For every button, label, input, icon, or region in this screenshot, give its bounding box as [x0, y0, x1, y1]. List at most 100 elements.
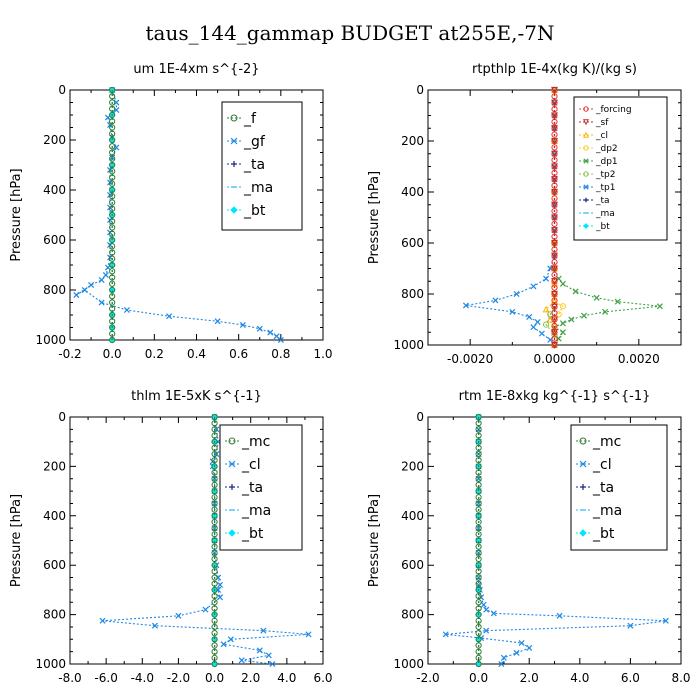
legend-marker [228, 437, 236, 445]
data-point [475, 648, 482, 655]
data-point [555, 311, 562, 318]
data-point [526, 313, 533, 320]
data-point [551, 239, 558, 247]
data-point [109, 336, 116, 344]
x-tick-label: -8.0 [58, 671, 81, 685]
data-point [109, 224, 116, 231]
data-point [123, 306, 130, 314]
data-point [211, 630, 218, 637]
data-point [211, 592, 218, 600]
data-point [211, 636, 218, 643]
data-point [109, 193, 116, 200]
x-tick-label: -2.0 [167, 671, 190, 685]
data-point [551, 86, 558, 94]
legend-label: _ta [241, 480, 263, 496]
data-point [551, 125, 558, 132]
data-point [109, 236, 116, 244]
data-point [109, 205, 116, 212]
data-point [211, 481, 218, 489]
data-point [109, 124, 116, 131]
data-point [475, 605, 482, 612]
data-point [475, 586, 482, 594]
data-point [538, 330, 545, 337]
data-point [109, 249, 116, 256]
legend-label: _ma [592, 503, 622, 519]
legend-label: _ta [592, 480, 614, 496]
data-point [109, 161, 116, 169]
data-point [109, 99, 116, 106]
data-point [109, 111, 116, 119]
legend-label: _bt [243, 203, 266, 219]
x-tick-label: 4.0 [570, 671, 589, 685]
data-point [109, 180, 116, 187]
data-point [475, 432, 482, 439]
data-point [211, 549, 218, 556]
data-point [475, 444, 482, 451]
chart-panel-2: rtpthlp 1E-4x(kg K)/(kg s) Pressure [hPa]… [367, 62, 682, 366]
legend-label: _mc [592, 434, 621, 450]
data-point [109, 93, 116, 100]
data-point [109, 268, 116, 275]
data-point [483, 627, 490, 634]
data-point [109, 305, 116, 312]
data-point [109, 330, 116, 337]
data-point [475, 494, 482, 501]
series-sf [551, 86, 558, 349]
data-point [442, 631, 449, 638]
legend-label: _cl [241, 457, 261, 473]
legend-marker [230, 114, 238, 122]
data-point [551, 150, 558, 158]
data-point [109, 154, 116, 161]
data-point [98, 276, 105, 284]
data-point [551, 335, 558, 342]
data-point [211, 654, 218, 661]
x-tick-label: -0.0020 [447, 352, 493, 366]
data-point [480, 601, 487, 608]
data-point [551, 329, 558, 336]
x-tick-label: 0.4 [187, 347, 206, 361]
data-point [559, 329, 566, 336]
data-point [547, 311, 554, 318]
y-tick-label: 200 [43, 459, 66, 473]
data-point [211, 500, 218, 507]
x-tick-label: 0.0000 [534, 352, 576, 366]
series-line [553, 90, 660, 346]
data-point [211, 660, 218, 668]
y-axis-label: Pressure [hPa] [9, 494, 24, 587]
data-point [88, 281, 95, 289]
y-tick-label: 1000 [393, 657, 424, 671]
legend-marker [579, 460, 587, 468]
data-point [492, 297, 499, 304]
legend-label: _dp1 [595, 157, 618, 167]
data-point [475, 581, 482, 588]
data-point [175, 612, 182, 619]
data-point [211, 525, 218, 532]
chart-panel-4: rtm 1E-8xkg kg^{-1} s^{-1} Pressure [hPa]… [367, 389, 691, 685]
data-point [214, 318, 221, 325]
y-axis-label: Pressure [hPa] [367, 171, 382, 264]
data-point [559, 303, 567, 310]
series-f [109, 86, 116, 344]
series-line [465, 90, 556, 346]
data-point [475, 525, 482, 532]
data-point [551, 265, 558, 273]
data-point [475, 426, 482, 433]
data-point [109, 286, 116, 294]
data-point [265, 652, 272, 659]
series-mc [211, 413, 218, 668]
x-tick-label: -6.0 [94, 671, 117, 685]
data-point [627, 622, 634, 629]
data-point [109, 280, 116, 287]
y-tick-label: 0 [58, 410, 66, 424]
data-point [211, 605, 218, 612]
data-point [475, 636, 482, 643]
data-point [227, 636, 234, 643]
data-point [211, 494, 218, 501]
x-tick-label: 0.0020 [618, 352, 660, 366]
data-point [73, 291, 80, 299]
data-point [109, 261, 116, 269]
legend-marker [583, 145, 589, 151]
data-point [256, 325, 263, 332]
data-point [109, 118, 116, 125]
panel-title: rtpthlp 1E-4x(kg K)/(kg s) [472, 62, 637, 77]
